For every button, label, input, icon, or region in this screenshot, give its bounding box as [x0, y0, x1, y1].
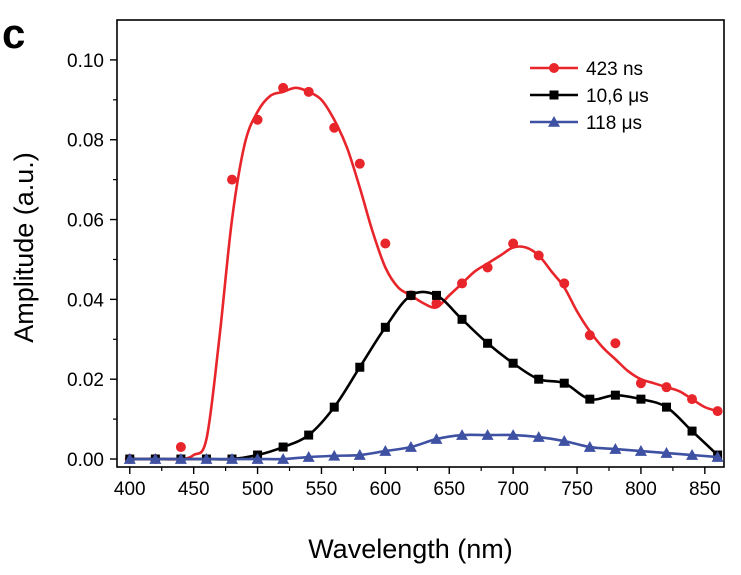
data-point: [610, 390, 620, 400]
x-tick-label: 450: [178, 479, 210, 500]
legend-label: 423 ns: [586, 59, 643, 80]
series-line: [129, 86, 718, 461]
data-point: [660, 447, 673, 458]
y-axis-title: Amplitude (a.u.): [9, 152, 39, 343]
data-point: [457, 314, 467, 324]
series-0: [124, 82, 723, 465]
data-point: [355, 362, 365, 372]
data-point: [227, 174, 238, 185]
x-tick-label: 850: [689, 479, 721, 500]
x-tick-label: 500: [242, 479, 274, 500]
data-point: [252, 114, 263, 125]
data-point: [353, 449, 366, 460]
y-tick-label: 0.04: [67, 290, 104, 311]
data-point: [303, 86, 314, 97]
legend-entry: 10,6 μs: [530, 86, 649, 107]
x-tick-label: 800: [625, 479, 657, 500]
data-point: [278, 82, 289, 93]
data-point: [559, 278, 570, 289]
x-tick-label: 600: [370, 479, 402, 500]
data-point: [609, 443, 622, 454]
data-point: [251, 453, 264, 464]
data-point: [558, 435, 571, 446]
y-tick-label: 0.10: [67, 51, 104, 72]
legend-marker: [549, 63, 559, 73]
legend-marker: [548, 116, 560, 127]
data-point: [532, 431, 545, 442]
legend-label: 10,6 μs: [586, 86, 649, 107]
x-axis-title: Wavelength (nm): [308, 534, 513, 564]
x-tick-label: 550: [306, 479, 338, 500]
data-point: [457, 278, 468, 289]
data-point: [380, 322, 390, 332]
data-point: [508, 358, 518, 368]
x-tick-label: 750: [561, 479, 593, 500]
data-point: [661, 402, 671, 412]
y-tick-label: 0.06: [67, 211, 104, 232]
data-point: [149, 453, 162, 464]
data-point: [278, 442, 288, 452]
data-point: [174, 453, 187, 464]
data-point: [508, 238, 519, 249]
data-point: [712, 406, 723, 417]
data-point: [483, 338, 493, 348]
data-point: [329, 122, 340, 133]
legend-entry: 423 ns: [530, 59, 643, 80]
data-point: [380, 238, 391, 249]
data-point: [481, 429, 494, 440]
y-tick-label: 0.08: [67, 131, 104, 152]
data-point: [636, 394, 646, 404]
y-tick-label: 0.00: [67, 450, 104, 471]
data-point: [379, 445, 392, 456]
data-point: [687, 426, 697, 436]
plot-frame: [116, 19, 725, 468]
data-point: [404, 441, 417, 452]
data-point: [430, 433, 443, 444]
data-point: [533, 250, 544, 261]
data-point: [354, 158, 365, 169]
data-point: [328, 449, 341, 461]
data-point: [431, 298, 442, 309]
y-tick-label: 0.02: [67, 370, 104, 391]
data-point: [687, 394, 698, 405]
data-point: [507, 429, 520, 440]
data-point: [584, 330, 595, 341]
data-point: [329, 402, 339, 412]
data-point: [661, 382, 672, 393]
x-tick-label: 400: [114, 479, 146, 500]
data-point: [406, 290, 416, 300]
series-2: [123, 429, 724, 464]
data-point: [534, 374, 544, 384]
data-point: [585, 394, 595, 404]
series-line: [129, 433, 718, 461]
x-tick-label: 650: [433, 479, 465, 500]
data-point: [431, 290, 441, 300]
data-point: [559, 378, 569, 388]
data-point: [200, 453, 213, 464]
legend-label: 118 μs: [586, 113, 642, 134]
x-tick-label: 700: [497, 479, 529, 500]
data-point: [304, 430, 314, 440]
data-point: [634, 445, 647, 456]
data-point: [711, 451, 724, 462]
series-line: [129, 290, 719, 461]
data-point: [610, 338, 621, 349]
data-point: [302, 451, 315, 462]
data-point: [226, 453, 239, 464]
data-point: [686, 449, 699, 460]
legend-entry: 118 μs: [530, 113, 642, 134]
data-point: [583, 441, 596, 452]
data-point: [482, 262, 493, 273]
panel-label: c: [2, 10, 26, 57]
data-point: [175, 442, 186, 453]
data-point: [456, 429, 469, 440]
legend-marker: [549, 90, 559, 100]
data-point: [635, 378, 646, 389]
data-point: [123, 453, 136, 464]
data-point: [277, 453, 290, 464]
